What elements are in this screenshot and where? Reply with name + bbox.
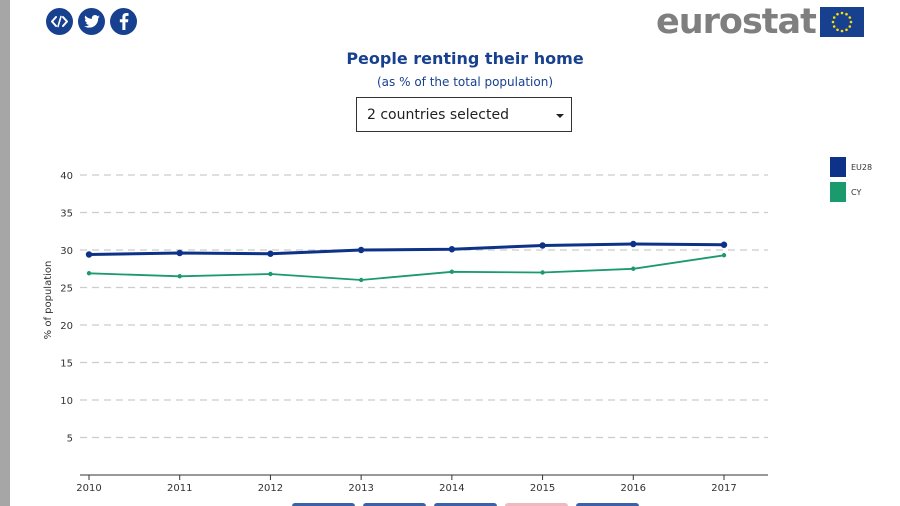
- x-tick-label-2017: 2017: [711, 483, 736, 494]
- data-point-cy-2016: [631, 267, 635, 271]
- legend-label-cy: CY: [851, 188, 861, 197]
- legend-label-eu28: EU28: [851, 163, 872, 172]
- data-point-cy-2010: [87, 271, 91, 275]
- y-tick-label-20: 20: [60, 321, 73, 332]
- data-point-eu28-2015: [539, 242, 545, 248]
- y-tick-label-35: 35: [60, 209, 73, 220]
- data-point-eu28-2013: [358, 247, 364, 253]
- data-point-eu28-2016: [630, 241, 636, 247]
- x-tick-label-2013: 2013: [348, 483, 373, 494]
- legend-swatch-cy: [830, 182, 846, 202]
- x-tick-label-2016: 2016: [621, 483, 646, 494]
- legend-item-cy[interactable]: CY: [830, 182, 872, 202]
- data-point-eu28-2014: [449, 246, 455, 252]
- data-point-eu28-2011: [177, 250, 183, 256]
- series-line-eu28: [89, 244, 724, 255]
- series-line-cy: [89, 255, 724, 280]
- y-tick-label-5: 5: [67, 434, 73, 445]
- data-point-cy-2017: [722, 253, 726, 257]
- y-axis-label: % of population: [43, 261, 54, 340]
- data-point-cy-2011: [178, 274, 182, 278]
- y-tick-label-30: 30: [60, 246, 73, 257]
- x-tick-label-2011: 2011: [167, 483, 192, 494]
- data-point-cy-2013: [359, 278, 363, 282]
- chart-legend: EU28 CY: [830, 157, 872, 207]
- x-tick-label-2010: 2010: [76, 483, 101, 494]
- legend-item-eu28[interactable]: EU28: [830, 157, 872, 177]
- data-point-cy-2014: [450, 270, 454, 274]
- y-tick-label-40: 40: [60, 171, 73, 182]
- data-point-cy-2015: [540, 270, 544, 274]
- data-point-eu28-2012: [267, 251, 273, 257]
- y-tick-label-25: 25: [60, 284, 73, 295]
- y-tick-label-10: 10: [60, 396, 73, 407]
- legend-swatch-eu28: [830, 157, 846, 177]
- y-tick-label-15: 15: [60, 359, 73, 370]
- data-point-eu28-2017: [721, 242, 727, 248]
- x-tick-label-2015: 2015: [530, 483, 555, 494]
- data-point-cy-2012: [268, 272, 272, 276]
- data-point-eu28-2010: [86, 251, 92, 257]
- x-tick-label-2012: 2012: [258, 483, 283, 494]
- x-tick-label-2014: 2014: [439, 483, 464, 494]
